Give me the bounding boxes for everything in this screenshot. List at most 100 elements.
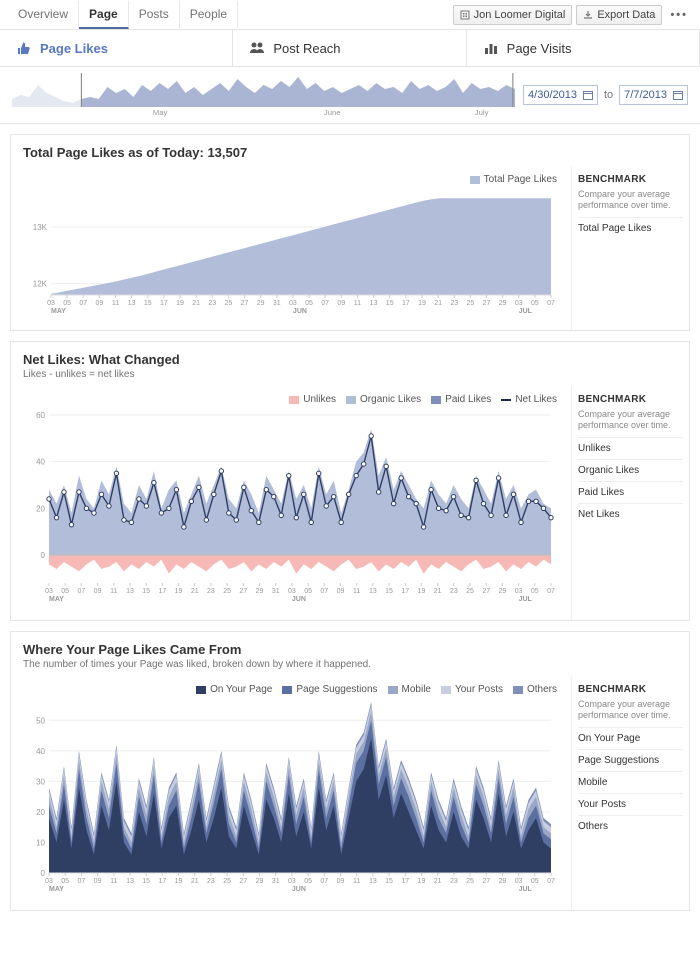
svg-text:09: 09 — [337, 588, 345, 595]
benchmark-item[interactable]: Unlikes — [578, 437, 683, 459]
svg-text:13K: 13K — [33, 223, 48, 232]
svg-text:11: 11 — [353, 878, 360, 885]
svg-text:15: 15 — [142, 878, 150, 885]
benchmark-item[interactable]: Others — [578, 815, 683, 837]
svg-text:03: 03 — [515, 878, 523, 885]
svg-text:11: 11 — [110, 588, 117, 595]
svg-text:13: 13 — [369, 588, 377, 595]
chart-like-sources[interactable]: 0102030405003050709111315171921232527293… — [21, 699, 561, 899]
legend-item: Paid Likes — [431, 394, 491, 405]
topnav: OverviewPagePostsPeople — [8, 1, 238, 28]
svg-text:21: 21 — [192, 300, 200, 307]
svg-text:09: 09 — [337, 878, 345, 885]
svg-text:27: 27 — [483, 300, 491, 307]
svg-text:07: 07 — [547, 588, 555, 595]
svg-text:30: 30 — [36, 777, 45, 786]
svg-text:July: July — [475, 108, 489, 117]
svg-text:12K: 12K — [33, 280, 48, 289]
svg-text:13: 13 — [370, 300, 378, 307]
benchmark-item[interactable]: Paid Likes — [578, 481, 683, 503]
svg-text:29: 29 — [256, 588, 264, 595]
svg-text:27: 27 — [482, 588, 490, 595]
date-from[interactable]: 4/30/2013 — [523, 85, 598, 105]
svg-text:27: 27 — [241, 300, 249, 307]
building-icon — [460, 10, 470, 20]
svg-text:29: 29 — [499, 588, 507, 595]
svg-text:07: 07 — [320, 878, 328, 885]
svg-text:11: 11 — [112, 300, 119, 307]
legend: On Your PagePage SuggestionsMobileYour P… — [21, 684, 557, 695]
benchmark-item[interactable]: Mobile — [578, 771, 683, 793]
benchmark-item[interactable]: Page Suggestions — [578, 749, 683, 771]
date-range-bar: MayJuneJuly 4/30/2013 to 7/7/2013 — [0, 67, 700, 124]
svg-text:10: 10 — [36, 838, 45, 847]
svg-text:20: 20 — [36, 504, 45, 513]
tab-post-reach[interactable]: Post Reach — [233, 30, 466, 66]
svg-text:19: 19 — [418, 878, 426, 885]
overview-sparkline[interactable]: MayJuneJuly — [12, 73, 515, 117]
svg-text:23: 23 — [450, 588, 458, 595]
benchmark-title: BENCHMARK — [578, 394, 683, 405]
panel-title: Net Likes: What Changed — [23, 352, 677, 367]
more-menu[interactable]: ••• — [666, 9, 692, 21]
svg-text:09: 09 — [337, 300, 345, 307]
tab-page-likes[interactable]: Page Likes — [0, 30, 233, 66]
svg-text:19: 19 — [175, 878, 183, 885]
svg-text:07: 07 — [77, 588, 85, 595]
benchmark-title: BENCHMARK — [578, 174, 683, 185]
date-to[interactable]: 7/7/2013 — [619, 85, 688, 105]
svg-text:50: 50 — [36, 716, 45, 725]
svg-text:21: 21 — [434, 588, 442, 595]
svg-text:03: 03 — [515, 588, 523, 595]
account-picker[interactable]: Jon Loomer Digital — [453, 5, 573, 25]
svg-text:09: 09 — [94, 588, 102, 595]
svg-text:09: 09 — [94, 878, 102, 885]
svg-text:09: 09 — [95, 300, 103, 307]
svg-text:13: 13 — [126, 588, 134, 595]
topnav-posts[interactable]: Posts — [129, 1, 180, 28]
svg-text:03: 03 — [45, 878, 53, 885]
svg-text:11: 11 — [110, 878, 117, 885]
legend-item: Net Likes — [501, 394, 557, 405]
benchmark-sidebar: BENCHMARKCompare your average performanc… — [571, 386, 689, 620]
svg-text:23: 23 — [450, 878, 458, 885]
legend-item: Your Posts — [441, 684, 503, 695]
benchmark-item[interactable]: Your Posts — [578, 793, 683, 815]
svg-text:03: 03 — [289, 300, 297, 307]
svg-text:23: 23 — [450, 300, 458, 307]
export-button[interactable]: Export Data — [576, 5, 662, 25]
svg-text:07: 07 — [547, 878, 555, 885]
topnav-overview[interactable]: Overview — [8, 1, 79, 28]
svg-text:MAY: MAY — [49, 596, 64, 603]
svg-text:31: 31 — [272, 588, 280, 595]
svg-text:21: 21 — [434, 300, 442, 307]
svg-text:0: 0 — [41, 869, 46, 878]
benchmark-item[interactable]: Total Page Likes — [578, 217, 683, 239]
benchmark-item[interactable]: On Your Page — [578, 727, 683, 749]
svg-text:JUL: JUL — [519, 886, 533, 893]
topnav-page[interactable]: Page — [79, 1, 129, 29]
topbar: OverviewPagePostsPeople Jon Loomer Digit… — [0, 0, 700, 30]
benchmark-title: BENCHMARK — [578, 684, 683, 695]
legend: UnlikesOrganic LikesPaid LikesNet Likes — [21, 394, 557, 405]
svg-text:21: 21 — [434, 878, 442, 885]
svg-text:21: 21 — [191, 588, 199, 595]
svg-text:03: 03 — [515, 300, 523, 307]
topnav-people[interactable]: People — [180, 1, 238, 28]
topbar-right: Jon Loomer Digital Export Data ••• — [453, 5, 692, 25]
svg-text:29: 29 — [256, 878, 264, 885]
people-icon — [249, 40, 265, 56]
svg-text:05: 05 — [63, 300, 71, 307]
svg-text:25: 25 — [466, 588, 474, 595]
svg-text:23: 23 — [207, 588, 215, 595]
svg-text:23: 23 — [207, 878, 215, 885]
chart-net-likes[interactable]: 0204060030507091113151719212325272931030… — [21, 409, 561, 609]
svg-text:07: 07 — [79, 300, 87, 307]
svg-text:JUN: JUN — [293, 308, 307, 315]
svg-text:03: 03 — [288, 588, 296, 595]
benchmark-item[interactable]: Net Likes — [578, 503, 683, 525]
benchmark-item[interactable]: Organic Likes — [578, 459, 683, 481]
chart-total-likes[interactable]: 12K13K0305070911131517192123252729310305… — [21, 189, 561, 319]
svg-text:13: 13 — [126, 878, 134, 885]
tab-page-visits[interactable]: Page Visits — [467, 30, 700, 66]
